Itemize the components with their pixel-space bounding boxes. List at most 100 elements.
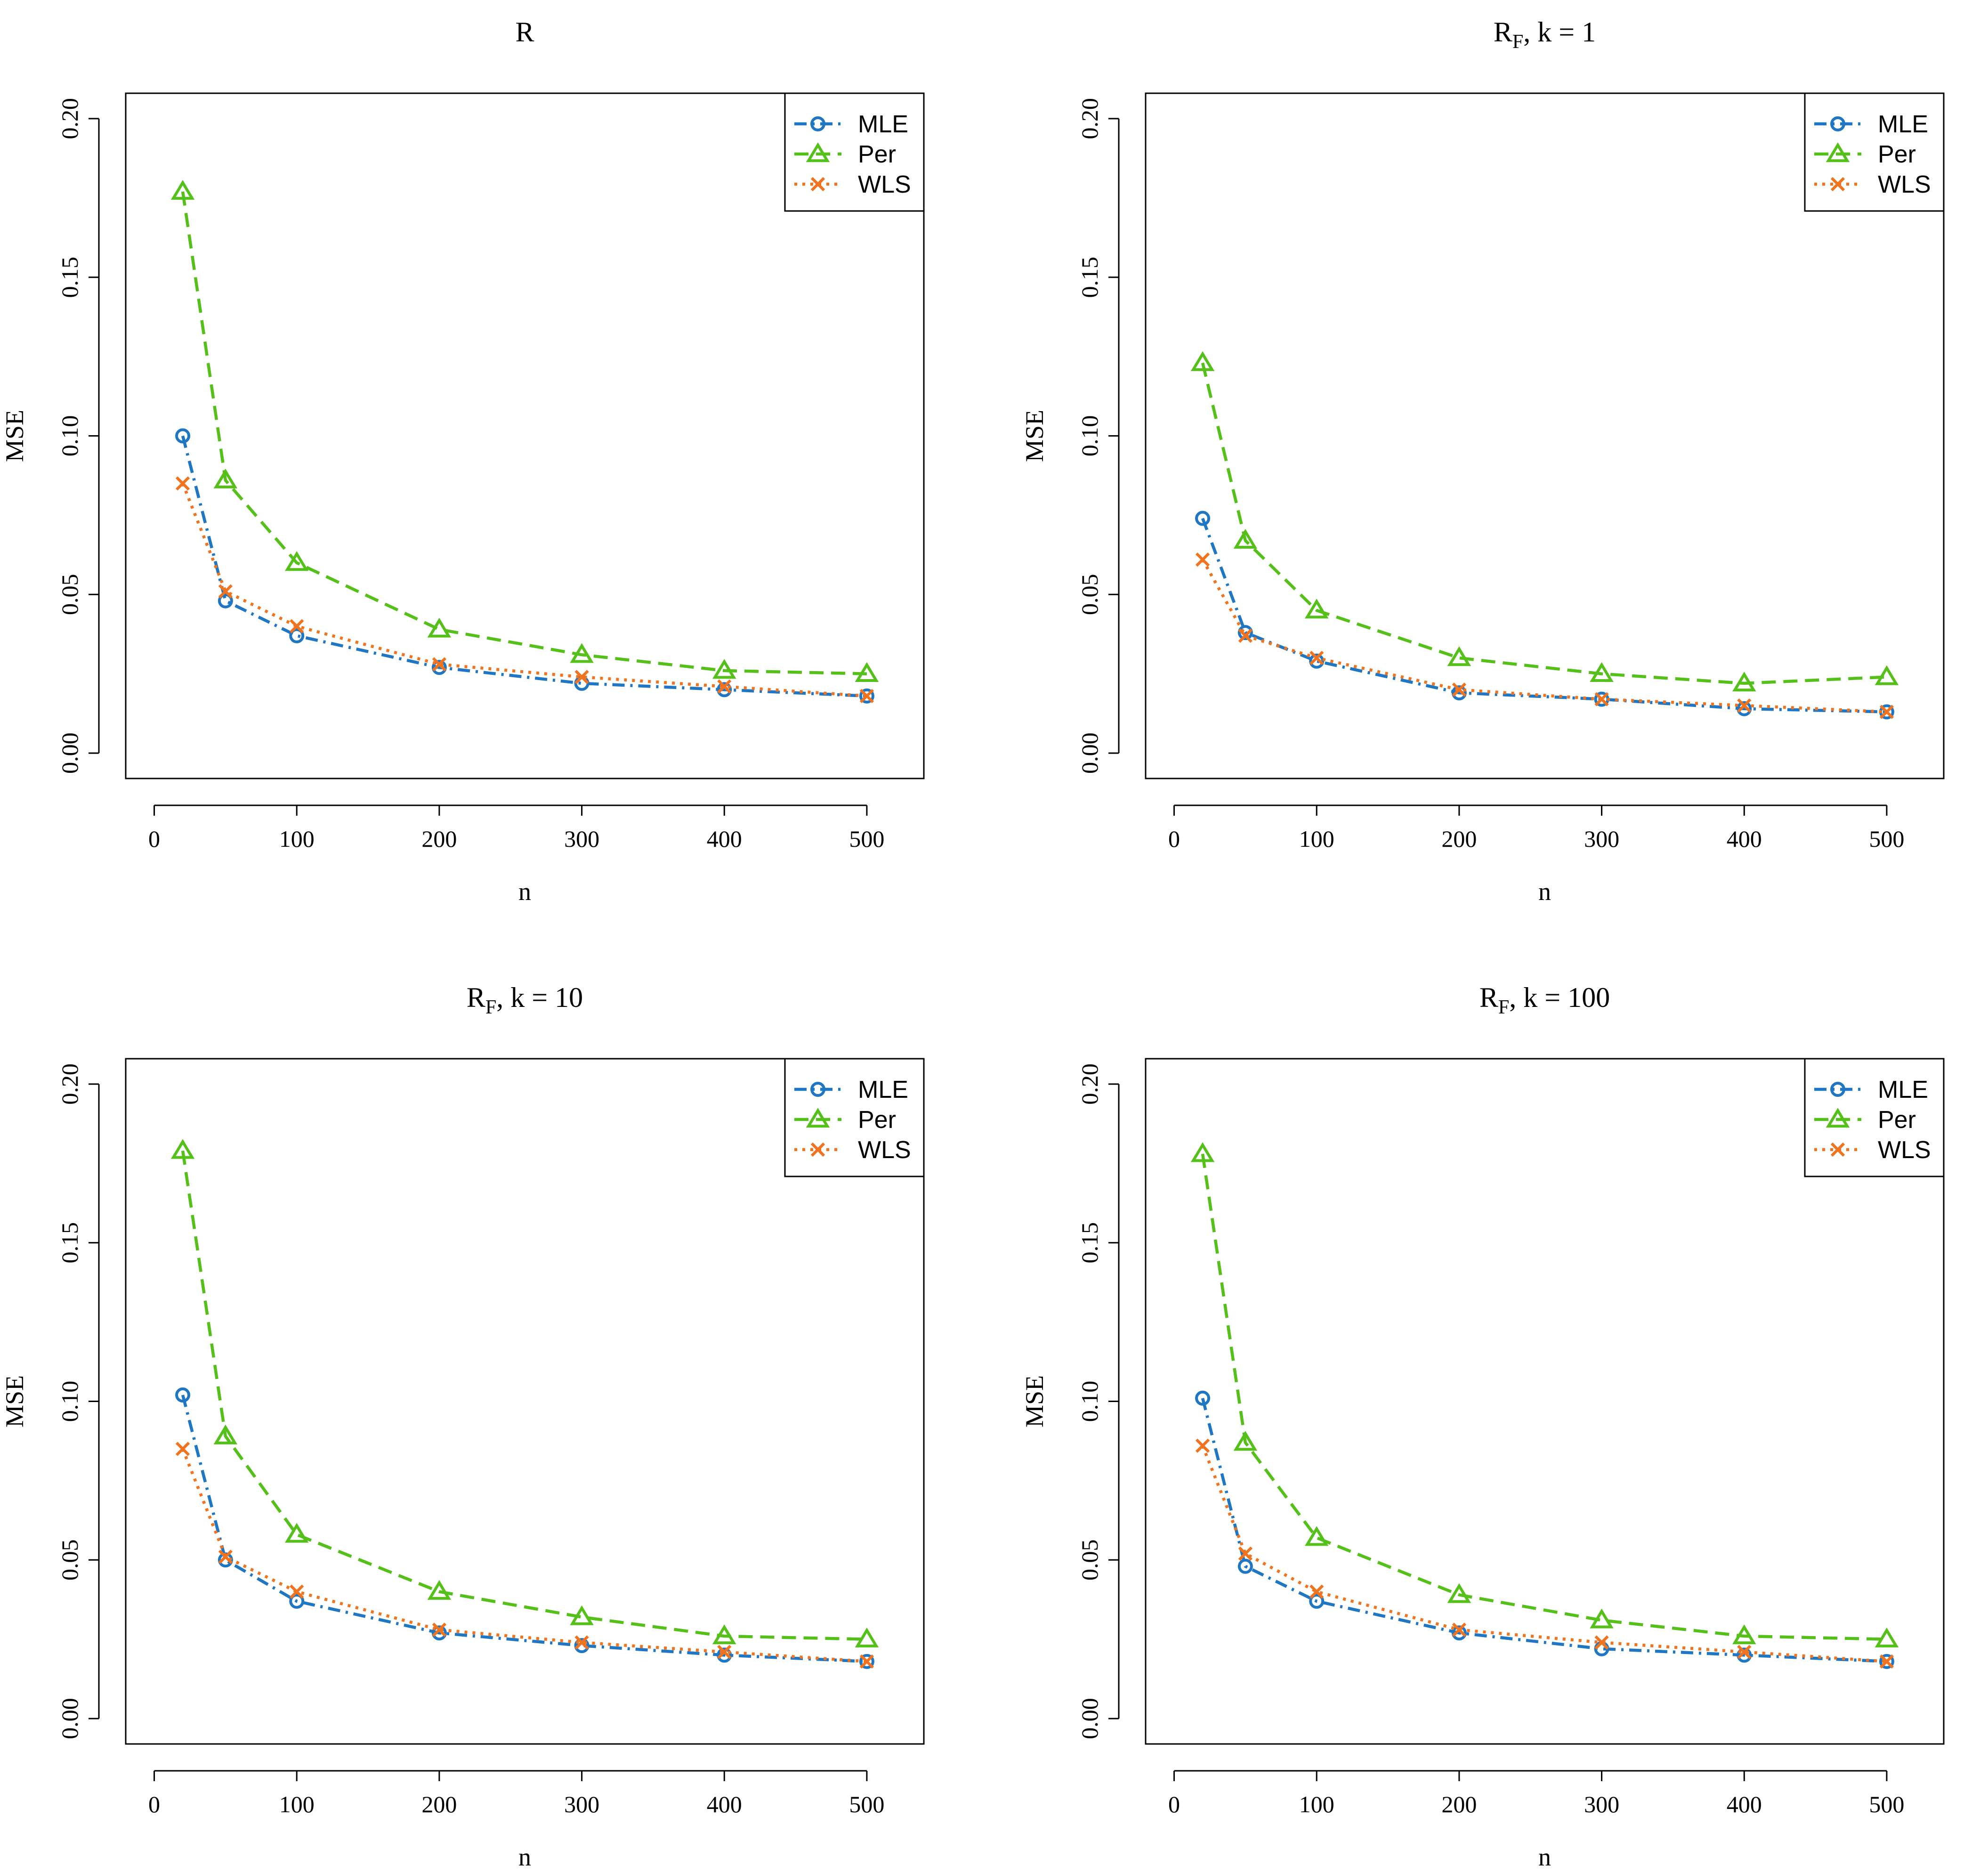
x-tick-label: 0 (148, 826, 160, 852)
data-point-per (284, 1523, 309, 1543)
data-point-mle (1195, 1390, 1211, 1406)
data-point-wls (432, 1622, 447, 1637)
data-point-wls (1879, 705, 1894, 719)
legend-box (1804, 92, 1945, 212)
x-axis: 0 100 200 300 400 500 (1168, 1770, 1904, 1817)
series-line-mle (1201, 1397, 1887, 1663)
data-point-wls (1195, 1438, 1210, 1453)
x-tick-label: 100 (1299, 1791, 1334, 1817)
title-main: R (1479, 982, 1498, 1013)
y-axis: 0.00 0.05 0.10 0.15 0.20 (57, 1063, 100, 1739)
x-axis-label: n (518, 1843, 531, 1871)
chart-panel-1: R 0 100 200 300 400 500 n 0.00 0.05 0.10 0.15 0.20 MS… (0, 16, 925, 906)
legend-marker (1830, 116, 1845, 131)
y-tick-label: 0.10 (1076, 415, 1103, 457)
data-point-per (427, 617, 452, 638)
chart-panel-2: RF, k = 10 100 200 300 400 500n0.000.050.100.… (1020, 16, 1945, 906)
plot-frame (1145, 1058, 1945, 1745)
data-point-wls (859, 1654, 874, 1669)
x-tick-label: 300 (564, 1791, 599, 1817)
y-axis-label: MSE (0, 410, 29, 462)
series-mle (175, 428, 874, 704)
data-point-per (712, 1624, 736, 1645)
data-point-wls (574, 1635, 589, 1650)
x-tick-label: 300 (564, 826, 599, 852)
x-tick-label: 0 (1168, 1791, 1180, 1817)
chart-panel-3: RF, k = 100 100 200 300 400 500n0.000.050.100… (0, 982, 925, 1871)
series-line-mle (1201, 518, 1887, 714)
data-point-mle (859, 688, 874, 704)
x-axis-label: n (1538, 1843, 1551, 1871)
x-axis-label: n (518, 877, 531, 906)
data-point-mle (859, 1654, 874, 1669)
data-point-per (1233, 1431, 1258, 1451)
data-point-per (1190, 351, 1215, 371)
data-point-mle (1451, 1625, 1467, 1641)
data-point-wls (1737, 698, 1752, 713)
x-tick-label: 200 (1441, 826, 1477, 852)
data-point-mle (717, 1647, 732, 1663)
plot-frame (125, 1058, 925, 1745)
data-point-mle (175, 428, 191, 444)
data-point-mle (175, 1387, 191, 1403)
data-point-wls (1594, 692, 1609, 706)
data-point-wls (175, 1442, 190, 1456)
data-point-wls (1195, 552, 1210, 567)
plot-frame (125, 92, 925, 779)
data-point-per (1447, 1583, 1471, 1603)
series-line-wls (181, 1448, 867, 1663)
chart-title: RF, k = 1 (1494, 16, 1596, 53)
data-point-per (570, 1605, 594, 1625)
x-tick-label: 0 (1168, 826, 1180, 852)
data-point-per (1190, 1142, 1215, 1162)
series-per (170, 179, 879, 682)
data-point-mle (1237, 1558, 1253, 1574)
data-point-per (427, 1580, 452, 1600)
data-point-wls (290, 1584, 304, 1599)
data-point-per (213, 1424, 238, 1444)
data-point-per (1304, 1526, 1329, 1546)
data-point-per (170, 179, 195, 200)
data-point-mle (1451, 685, 1467, 701)
y-tick-label: 0.15 (1076, 1222, 1103, 1264)
legend-box (784, 92, 925, 212)
legend-marker (806, 142, 830, 162)
data-point-mle (289, 628, 305, 643)
x-tick-label: 100 (1299, 826, 1334, 852)
title-subscript: F (1498, 997, 1509, 1018)
x-tick-label: 400 (1727, 826, 1762, 852)
chart-title: RF, k = 100 (1479, 982, 1610, 1018)
data-point-per (1732, 672, 1756, 692)
x-tick-label: 400 (707, 1791, 742, 1817)
data-point-per (1447, 646, 1471, 666)
title-rest: , k = 100 (1509, 982, 1610, 1013)
x-tick-label: 500 (849, 826, 884, 852)
data-point-per (1233, 528, 1258, 549)
y-tick-label: 0.05 (57, 1540, 83, 1581)
y-tick-label: 0.15 (1076, 257, 1103, 298)
data-point-per (1875, 665, 1899, 685)
data-point-per (1304, 599, 1329, 619)
x-axis: 0 100 200 300 400 500 (148, 804, 884, 852)
y-axis: 0.00 0.05 0.10 0.15 0.20 (1076, 1063, 1120, 1739)
data-point-mle (1879, 1654, 1894, 1669)
legend-marker (1826, 1108, 1850, 1128)
data-point-wls (717, 1645, 732, 1659)
title-rest: , k = 10 (496, 982, 583, 1013)
x-tick-label: 400 (1727, 1791, 1762, 1817)
y-axis-label: MSE (1020, 410, 1049, 462)
legend-label: WLS (858, 1136, 911, 1164)
series-line-mle (181, 1395, 867, 1663)
data-point-per (1875, 1627, 1899, 1647)
legend-marker (1830, 177, 1845, 192)
x-tick-label: 200 (421, 826, 457, 852)
data-point-per (855, 1627, 879, 1647)
legend-label: WLS (858, 171, 911, 198)
data-point-wls (1879, 1654, 1894, 1669)
y-tick-label: 0.05 (1076, 1540, 1103, 1581)
data-point-wls (574, 670, 589, 684)
y-tick-label: 0.00 (57, 1698, 83, 1739)
